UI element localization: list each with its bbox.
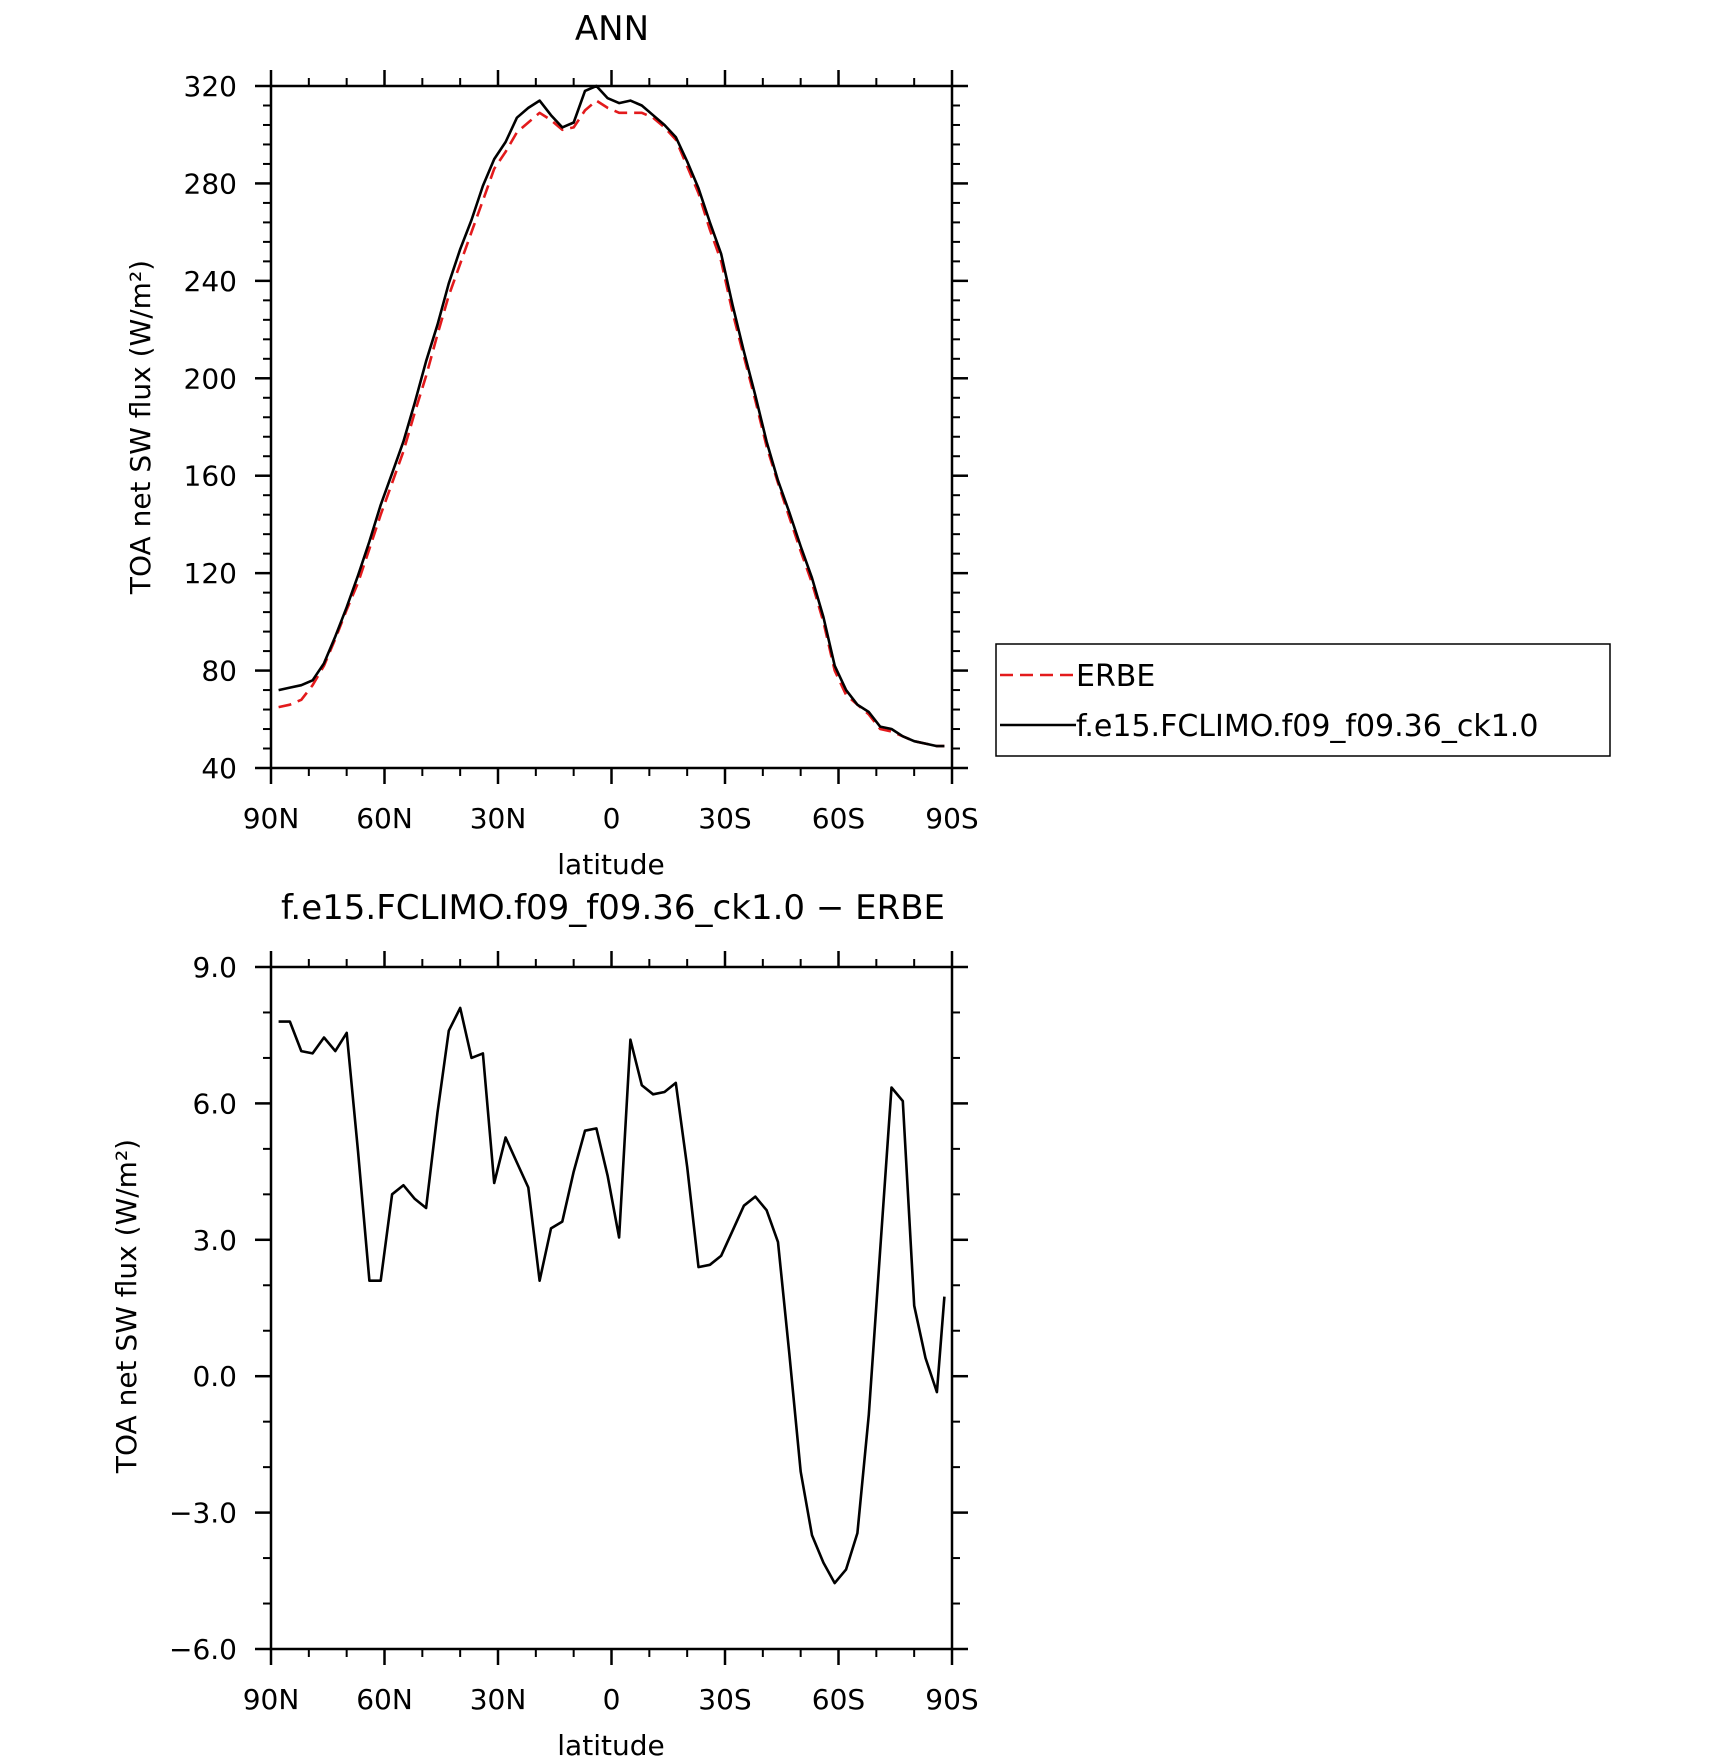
series-line-diff-0 (278, 1006, 946, 1585)
x-tick-label: 60N (356, 802, 413, 835)
chart-title: ANN (575, 9, 649, 49)
x-tick-label: 60N (356, 1683, 413, 1716)
x-tick-label: 30N (470, 802, 527, 835)
x-tick-label: 90S (925, 1683, 978, 1716)
x-tick-label: 90N (243, 1683, 300, 1716)
y-tick-label: 40 (201, 752, 237, 785)
legend-box (995, 643, 1611, 757)
legend-label-model: f.e15.FCLIMO.f09_f09.36_ck1.0 (1076, 709, 1538, 744)
x-tick-label: 90S (925, 802, 978, 835)
series-line-erbe (278, 99, 945, 748)
y-axis-label: TOA net SW flux (W/m²) (110, 1139, 143, 1474)
series-group (278, 1006, 946, 1585)
x-tick-label: 30N (470, 1683, 527, 1716)
y-tick-label: 9.0 (192, 951, 237, 984)
x-tick-label: 60S (812, 802, 865, 835)
y-tick-label: −3.0 (169, 1497, 237, 1530)
plot-frame (269, 965, 954, 1651)
y-tick-label: 320 (184, 70, 237, 103)
series-line-f-e15-fclimo-f09-f09-36-ck1-0 (278, 84, 945, 748)
series-group (278, 84, 945, 748)
legend-label-erbe: ERBE (1076, 659, 1155, 694)
y-tick-label: 200 (184, 362, 237, 395)
x-tick-label: 30S (698, 802, 751, 835)
x-tick-label: 0 (603, 1683, 621, 1716)
bottom-panel: f.e15.FCLIMO.f09_f09.36_ck1.0 − ERBE 9.0… (110, 888, 979, 1756)
x-axis-label: latitude (557, 1729, 664, 1756)
y-tick-label: 6.0 (192, 1087, 237, 1120)
y-tick-label: 280 (184, 167, 237, 200)
y-tick-label: −6.0 (169, 1633, 237, 1666)
x-tick-label: 90N (243, 802, 300, 835)
x-tick-label: 60S (812, 1683, 865, 1716)
y-axis-label: TOA net SW flux (W/m²) (124, 260, 157, 595)
plot-frame (269, 84, 954, 770)
y-tick-label: 160 (184, 460, 237, 493)
legend: ERBE f.e15.FCLIMO.f09_f09.36_ck1.0 (995, 643, 1611, 757)
y-tick-label: 80 (201, 655, 237, 688)
chart-title: f.e15.FCLIMO.f09_f09.36_ck1.0 − ERBE (281, 888, 945, 928)
x-axis-label: latitude (557, 848, 664, 881)
y-tick-label: 240 (184, 265, 237, 298)
y-tick-label: 3.0 (192, 1224, 237, 1257)
y-tick-label: 120 (184, 557, 237, 590)
x-tick-label: 30S (698, 1683, 751, 1716)
y-tick-label: 0.0 (192, 1360, 237, 1393)
x-tick-label: 0 (603, 802, 621, 835)
